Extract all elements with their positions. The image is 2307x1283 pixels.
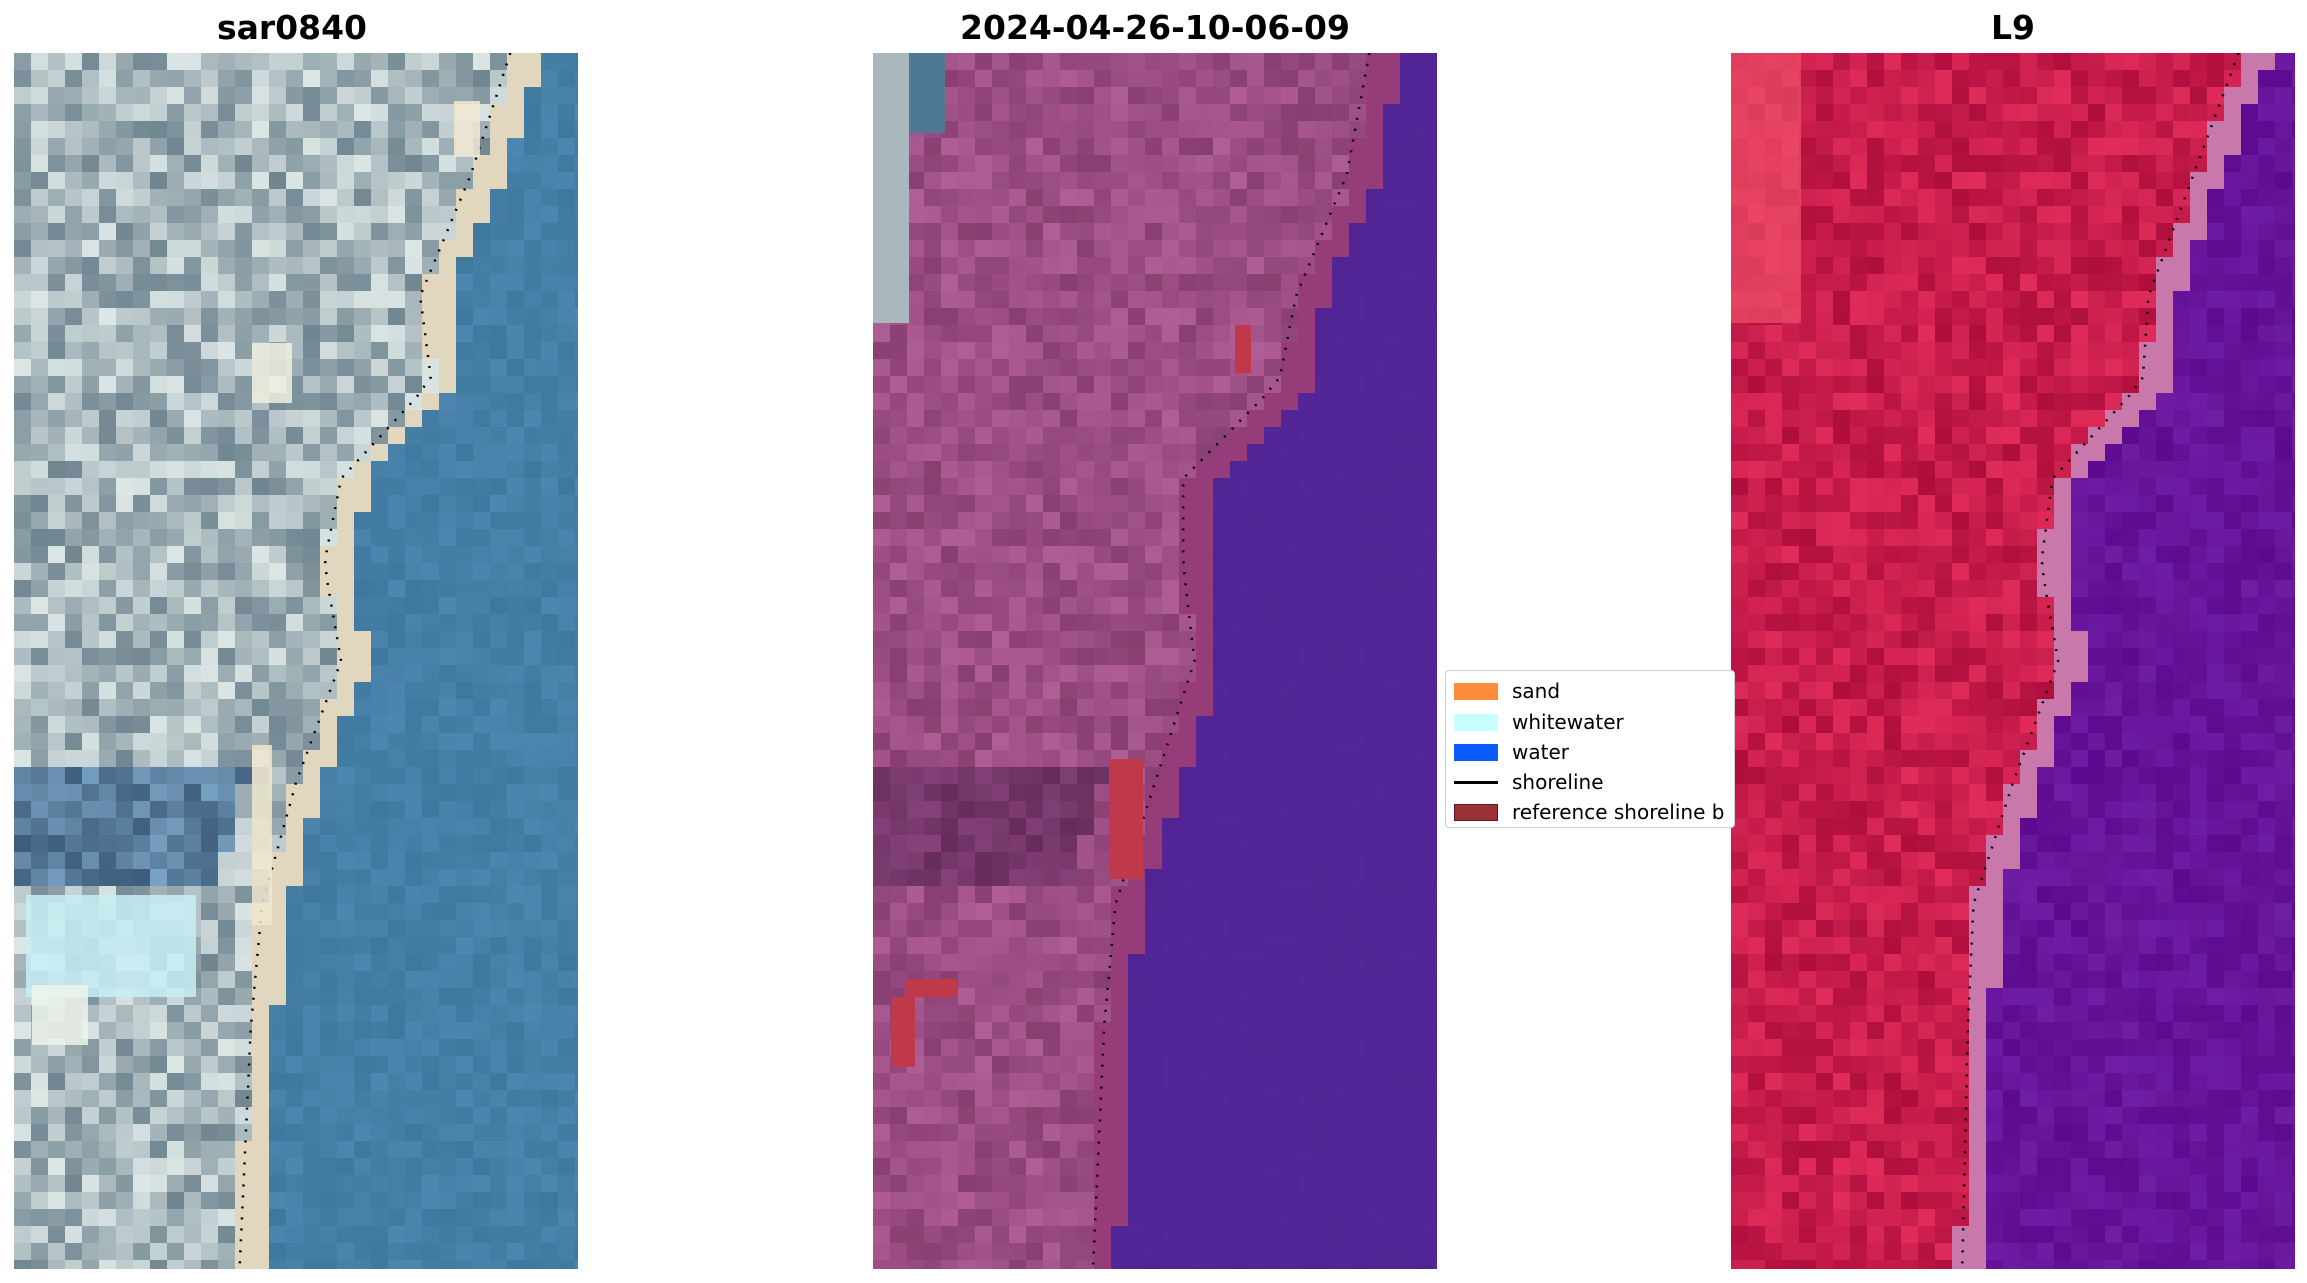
legend-item-sand: sand (1454, 677, 1560, 705)
satellite-image-natural-color (14, 53, 578, 1269)
whitewater-patch (26, 895, 196, 997)
whitewater-patch (454, 101, 480, 157)
no-data-strip (873, 53, 909, 323)
legend-item-whitewater: whitewater (1454, 708, 1624, 736)
whitewater-swatch (1454, 713, 1498, 731)
whitewater-patch (252, 343, 292, 403)
no-data-strip (909, 53, 945, 133)
reference-shoreline-mark (1235, 325, 1251, 373)
panel-title-1: sar0840 (216, 8, 368, 47)
legend-label: water (1512, 740, 1569, 764)
reference-shoreline-mark (1109, 759, 1143, 879)
satellite-image-false-color (1731, 53, 2295, 1269)
panel-title-3: L9 (1991, 8, 2035, 47)
reference-shoreline-mark (905, 979, 957, 997)
shoreline-line-symbol (1454, 780, 1498, 784)
reference-shoreline-mark (891, 997, 915, 1067)
legend-label: shoreline (1512, 770, 1604, 794)
legend-label: sand (1512, 679, 1561, 703)
legend: sand whitewater water shoreline referenc… (1445, 670, 1735, 828)
legend-label: reference shoreline b (1512, 800, 1725, 824)
whitewater-patch (252, 745, 272, 925)
sand-swatch (1454, 682, 1498, 700)
reference-shoreline-swatch (1454, 803, 1498, 821)
whitewater-patch (32, 985, 88, 1045)
water-swatch (1454, 743, 1498, 761)
legend-item-shoreline: shoreline (1454, 768, 1604, 796)
legend-item-water: water (1454, 738, 1569, 766)
satellite-image-classified (873, 53, 1437, 1269)
legend-label: whitewater (1512, 710, 1624, 734)
shoreline-trace (1960, 53, 2240, 1269)
bright-edge-strip (1731, 53, 1801, 323)
legend-item-reference-shoreline: reference shoreline b (1454, 798, 1724, 826)
panel-title-2: 2024-04-26-10-06-09 (960, 8, 1350, 47)
shoreline-trace (1091, 53, 1371, 1269)
